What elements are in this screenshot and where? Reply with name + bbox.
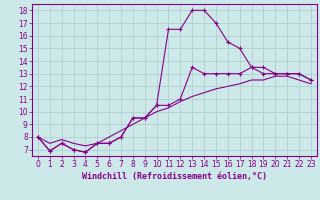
X-axis label: Windchill (Refroidissement éolien,°C): Windchill (Refroidissement éolien,°C) bbox=[82, 172, 267, 181]
